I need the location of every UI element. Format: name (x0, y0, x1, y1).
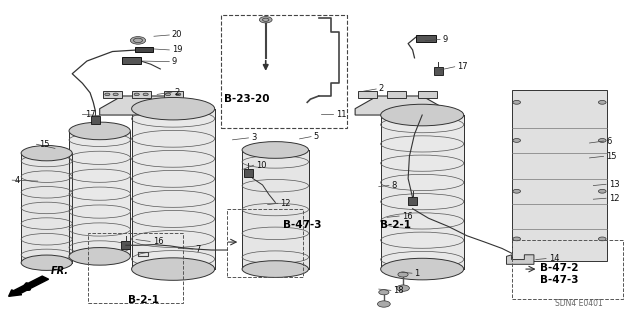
Text: 9: 9 (443, 35, 448, 44)
Text: B-2-1: B-2-1 (380, 219, 411, 230)
Circle shape (379, 290, 389, 295)
Bar (387, 91, 406, 98)
Circle shape (262, 18, 269, 21)
Circle shape (166, 93, 171, 96)
Text: 3: 3 (251, 133, 257, 142)
Text: 1: 1 (415, 269, 420, 278)
Ellipse shape (242, 142, 308, 158)
Bar (221, 15, 348, 128)
Polygon shape (506, 255, 534, 264)
Ellipse shape (69, 122, 131, 140)
Text: 17: 17 (85, 110, 95, 119)
Polygon shape (21, 153, 72, 263)
Circle shape (513, 237, 520, 241)
Bar (91, 116, 100, 123)
Polygon shape (132, 109, 214, 269)
Bar (135, 47, 153, 52)
Text: 4: 4 (15, 176, 20, 185)
Polygon shape (69, 131, 131, 256)
Bar (122, 241, 131, 249)
Circle shape (598, 138, 606, 142)
Polygon shape (511, 90, 607, 261)
Text: 16: 16 (402, 211, 412, 220)
Text: B-23-20: B-23-20 (224, 94, 269, 104)
Text: 12: 12 (280, 199, 291, 208)
Text: 15: 15 (606, 152, 616, 161)
Circle shape (513, 189, 520, 193)
Text: 11: 11 (336, 110, 346, 119)
Text: 19: 19 (172, 45, 182, 55)
Bar (434, 67, 443, 75)
Text: B-2-1: B-2-1 (129, 295, 159, 305)
Ellipse shape (132, 98, 214, 120)
Circle shape (105, 93, 110, 96)
Circle shape (598, 189, 606, 193)
Bar (418, 91, 437, 98)
Polygon shape (381, 115, 464, 269)
FancyArrow shape (8, 276, 49, 296)
Text: 17: 17 (458, 62, 468, 71)
Circle shape (513, 138, 520, 142)
Circle shape (143, 93, 148, 96)
Bar (164, 91, 182, 98)
Bar (358, 91, 378, 98)
Bar (416, 35, 436, 42)
Text: B-47-3: B-47-3 (283, 219, 321, 230)
Circle shape (513, 100, 520, 104)
Circle shape (134, 93, 140, 96)
Bar (103, 91, 122, 98)
Bar (122, 57, 141, 64)
Bar (88, 233, 182, 303)
Text: FR.: FR. (51, 266, 68, 277)
Circle shape (397, 285, 410, 291)
Text: B-47-3: B-47-3 (540, 275, 579, 285)
Text: 2: 2 (174, 88, 180, 97)
Text: 12: 12 (609, 194, 619, 203)
Circle shape (398, 272, 408, 277)
Ellipse shape (132, 258, 214, 280)
Text: 6: 6 (606, 137, 611, 145)
Circle shape (113, 93, 118, 96)
Ellipse shape (381, 258, 464, 280)
Bar (227, 209, 303, 277)
Text: 14: 14 (548, 254, 559, 263)
Bar (511, 240, 623, 299)
Ellipse shape (21, 255, 72, 271)
Text: 2: 2 (379, 85, 384, 93)
Ellipse shape (242, 261, 308, 278)
Circle shape (378, 301, 390, 307)
Text: 8: 8 (392, 181, 397, 190)
Text: SDN4 E0401: SDN4 E0401 (555, 299, 603, 308)
Ellipse shape (21, 145, 72, 161)
Polygon shape (355, 96, 445, 115)
Text: 7: 7 (195, 245, 201, 254)
Bar (408, 197, 417, 204)
Text: 10: 10 (256, 161, 267, 170)
Polygon shape (100, 96, 189, 115)
Ellipse shape (381, 104, 464, 126)
Text: 13: 13 (609, 180, 620, 189)
Text: B-47-2: B-47-2 (540, 263, 579, 273)
Text: 5: 5 (314, 132, 319, 141)
Bar (132, 91, 151, 98)
Text: 15: 15 (39, 140, 49, 149)
Text: 18: 18 (394, 286, 404, 295)
Circle shape (598, 237, 606, 241)
Bar (244, 169, 253, 177)
Circle shape (259, 17, 272, 23)
Ellipse shape (69, 248, 131, 265)
Circle shape (598, 100, 606, 104)
Circle shape (134, 38, 143, 43)
Text: 16: 16 (153, 237, 163, 246)
Polygon shape (242, 150, 308, 269)
Circle shape (175, 93, 180, 96)
Circle shape (131, 37, 146, 44)
Text: 20: 20 (172, 31, 182, 40)
Text: 9: 9 (172, 57, 177, 66)
